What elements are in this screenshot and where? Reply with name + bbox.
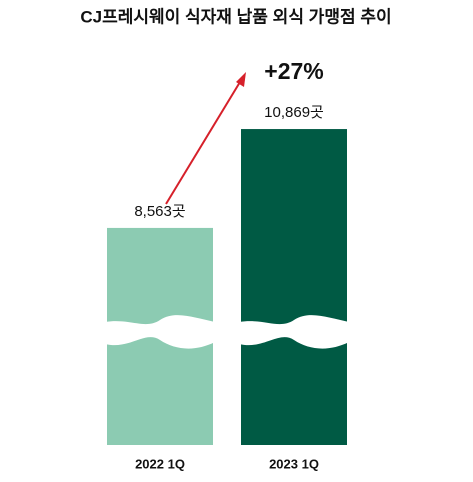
bar: [241, 129, 347, 445]
growth-arrow: [165, 81, 241, 205]
break-gap: [239, 315, 349, 349]
arrow-head: [236, 72, 246, 87]
annotation: +27%: [264, 58, 323, 84]
axis-break: [105, 315, 349, 349]
chart-title: CJ프레시웨이 식자재 납품 외식 가맹점 추이: [80, 7, 391, 26]
value-label: 10,869곳: [264, 104, 324, 121]
value-label: 8,563곳: [134, 203, 185, 220]
break-gap: [105, 315, 215, 349]
x-tick-label: 2022 1Q: [135, 456, 185, 471]
x-tick-label: 2023 1Q: [269, 456, 319, 471]
bars: [107, 129, 347, 445]
